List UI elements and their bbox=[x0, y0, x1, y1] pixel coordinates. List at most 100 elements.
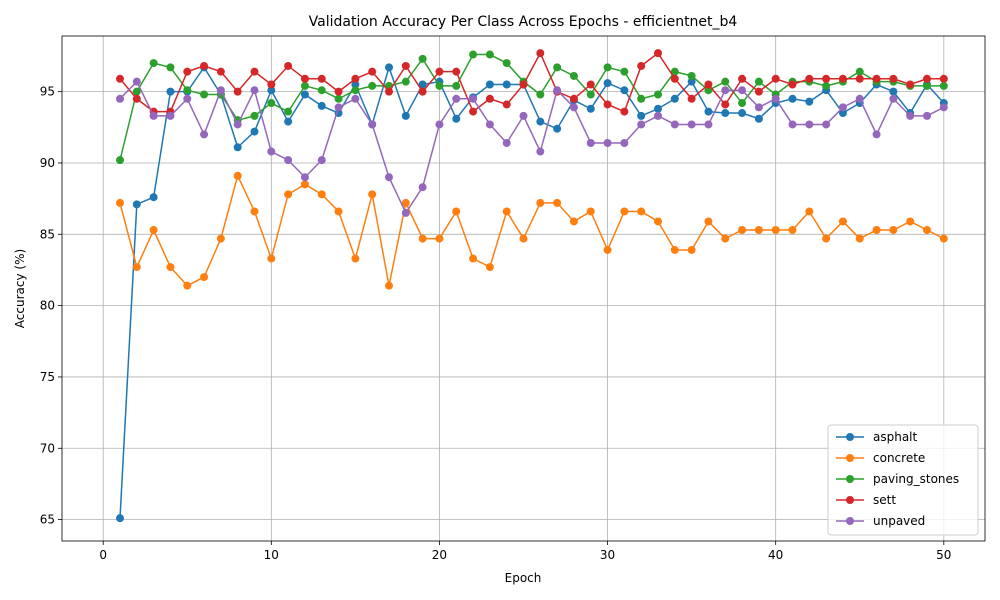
data-point bbox=[754, 77, 763, 86]
data-point bbox=[284, 117, 293, 126]
data-point bbox=[553, 63, 562, 72]
data-point bbox=[250, 111, 259, 120]
data-point bbox=[603, 79, 612, 88]
data-point bbox=[183, 67, 192, 76]
data-point bbox=[233, 87, 242, 96]
data-point bbox=[485, 80, 494, 89]
data-point bbox=[300, 81, 309, 90]
data-point bbox=[200, 130, 209, 139]
data-point bbox=[939, 103, 948, 112]
legend-item: paving_stones bbox=[836, 472, 959, 486]
data-point bbox=[637, 111, 646, 120]
legend-item: sett bbox=[836, 493, 896, 507]
data-point bbox=[670, 67, 679, 76]
data-point bbox=[116, 94, 125, 103]
data-point bbox=[805, 97, 814, 106]
data-point bbox=[233, 120, 242, 129]
data-point bbox=[368, 190, 377, 199]
y-tick-label: 85 bbox=[40, 227, 55, 241]
data-point bbox=[872, 74, 881, 83]
data-point bbox=[704, 107, 713, 116]
data-point bbox=[334, 207, 343, 216]
data-point bbox=[132, 263, 141, 272]
data-point bbox=[317, 86, 326, 95]
data-point bbox=[502, 59, 511, 68]
legend-label: paving_stones bbox=[873, 472, 959, 486]
data-point bbox=[502, 100, 511, 109]
legend-label: concrete bbox=[873, 451, 925, 465]
data-point bbox=[586, 104, 595, 113]
data-point bbox=[670, 94, 679, 103]
y-tick-label: 65 bbox=[40, 513, 55, 527]
data-point bbox=[889, 226, 898, 235]
data-point bbox=[216, 86, 225, 95]
data-point bbox=[250, 86, 259, 95]
data-point bbox=[620, 207, 629, 216]
legend-marker bbox=[846, 475, 854, 483]
x-tick-label: 0 bbox=[99, 548, 107, 562]
data-point bbox=[385, 87, 394, 96]
data-point bbox=[939, 81, 948, 90]
data-point bbox=[116, 514, 125, 523]
data-point bbox=[687, 77, 696, 86]
data-point bbox=[401, 61, 410, 70]
legend-item: asphalt bbox=[836, 430, 918, 444]
data-point bbox=[267, 86, 276, 95]
data-point bbox=[653, 217, 662, 226]
data-point bbox=[418, 87, 427, 96]
x-tick-label: 40 bbox=[768, 548, 783, 562]
legend-box bbox=[827, 424, 979, 536]
series-sett bbox=[116, 49, 948, 116]
data-point bbox=[788, 226, 797, 235]
series-layer bbox=[116, 49, 948, 523]
y-tick-label: 90 bbox=[40, 156, 55, 170]
data-point bbox=[351, 80, 360, 89]
data-point bbox=[889, 87, 898, 96]
data-point bbox=[738, 74, 747, 83]
data-point bbox=[216, 67, 225, 76]
data-point bbox=[469, 107, 478, 116]
data-point bbox=[906, 80, 915, 89]
data-point bbox=[183, 94, 192, 103]
data-point bbox=[519, 80, 528, 89]
data-point bbox=[906, 217, 915, 226]
data-point bbox=[401, 111, 410, 120]
x-tick-label: 50 bbox=[936, 548, 951, 562]
data-point bbox=[418, 54, 427, 63]
data-point bbox=[435, 81, 444, 90]
data-point bbox=[300, 173, 309, 182]
data-point bbox=[603, 245, 612, 254]
data-point bbox=[149, 111, 158, 120]
data-point bbox=[805, 207, 814, 216]
data-point bbox=[351, 254, 360, 263]
data-point bbox=[855, 234, 864, 243]
data-point bbox=[822, 120, 831, 129]
data-point bbox=[116, 198, 125, 207]
data-point bbox=[586, 138, 595, 147]
data-point bbox=[485, 94, 494, 103]
data-point bbox=[670, 74, 679, 83]
data-point bbox=[536, 117, 545, 126]
data-point bbox=[233, 143, 242, 152]
data-point bbox=[603, 138, 612, 147]
data-point bbox=[721, 77, 730, 86]
legend-marker bbox=[846, 496, 854, 504]
data-point bbox=[553, 198, 562, 207]
data-point bbox=[788, 94, 797, 103]
data-point bbox=[653, 104, 662, 113]
data-point bbox=[838, 109, 847, 118]
data-point bbox=[250, 67, 259, 76]
data-point bbox=[754, 87, 763, 96]
data-point bbox=[351, 94, 360, 103]
data-point bbox=[922, 74, 931, 83]
data-point bbox=[502, 138, 511, 147]
data-point bbox=[553, 86, 562, 95]
data-point bbox=[822, 74, 831, 83]
chart-title: Validation Accuracy Per Class Across Epo… bbox=[309, 14, 738, 30]
data-point bbox=[469, 94, 478, 103]
data-point bbox=[401, 198, 410, 207]
data-point bbox=[738, 226, 747, 235]
data-point bbox=[267, 254, 276, 263]
data-point bbox=[637, 94, 646, 103]
